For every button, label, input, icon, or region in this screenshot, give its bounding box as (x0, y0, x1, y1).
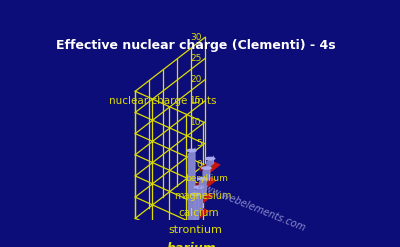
Polygon shape (195, 147, 196, 241)
Polygon shape (195, 184, 203, 216)
Polygon shape (184, 222, 206, 235)
Text: 0: 0 (196, 160, 202, 169)
Polygon shape (181, 237, 202, 247)
Text: 20: 20 (190, 75, 202, 84)
Ellipse shape (196, 211, 202, 215)
Ellipse shape (200, 196, 206, 199)
Ellipse shape (197, 177, 208, 181)
Ellipse shape (192, 226, 198, 230)
Ellipse shape (186, 149, 197, 152)
Ellipse shape (203, 180, 210, 184)
Polygon shape (200, 160, 221, 173)
Text: 25: 25 (190, 54, 202, 63)
Text: calcium: calcium (178, 208, 219, 218)
Polygon shape (198, 191, 199, 226)
Ellipse shape (201, 166, 212, 170)
Text: barium: barium (166, 242, 216, 247)
Polygon shape (206, 156, 214, 170)
Text: beryllium: beryllium (185, 174, 228, 184)
Polygon shape (188, 147, 196, 247)
Polygon shape (202, 184, 203, 210)
Polygon shape (199, 176, 206, 201)
Polygon shape (202, 165, 210, 185)
Polygon shape (196, 175, 207, 187)
Text: 15: 15 (190, 96, 202, 105)
Ellipse shape (194, 185, 204, 189)
Ellipse shape (205, 157, 216, 161)
Polygon shape (188, 206, 210, 220)
Polygon shape (192, 191, 213, 204)
Polygon shape (200, 160, 210, 172)
Text: Effective nuclear charge (Clementi) - 4s: Effective nuclear charge (Clementi) - 4s (56, 39, 336, 52)
Text: magnesium: magnesium (174, 191, 231, 201)
Polygon shape (213, 156, 214, 164)
Text: www.webelements.com: www.webelements.com (196, 180, 307, 233)
Ellipse shape (190, 192, 201, 196)
Text: 30: 30 (190, 33, 202, 42)
Polygon shape (184, 222, 196, 233)
Text: strontium: strontium (168, 225, 222, 235)
Polygon shape (191, 191, 199, 231)
Polygon shape (181, 237, 192, 247)
Text: 10: 10 (190, 118, 202, 126)
Ellipse shape (188, 242, 195, 246)
Text: nuclear charge units: nuclear charge units (109, 96, 216, 106)
Polygon shape (196, 175, 217, 189)
Ellipse shape (207, 165, 213, 169)
Text: 5: 5 (196, 139, 202, 148)
Polygon shape (192, 191, 203, 203)
Polygon shape (188, 206, 200, 218)
